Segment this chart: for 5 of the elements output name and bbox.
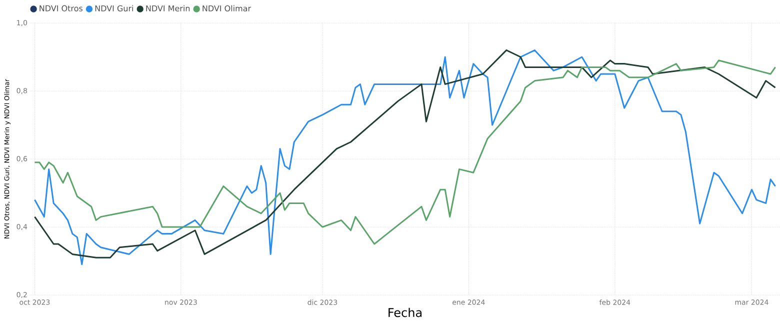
legend-label: NDVI Olimar (202, 5, 252, 12)
x-axis-title: Fecha (388, 308, 422, 318)
legend-label: NDVI Merin (146, 5, 190, 12)
legend-label: NDVI Otros (40, 5, 83, 12)
legend-label: NDVI Guri (95, 5, 133, 12)
